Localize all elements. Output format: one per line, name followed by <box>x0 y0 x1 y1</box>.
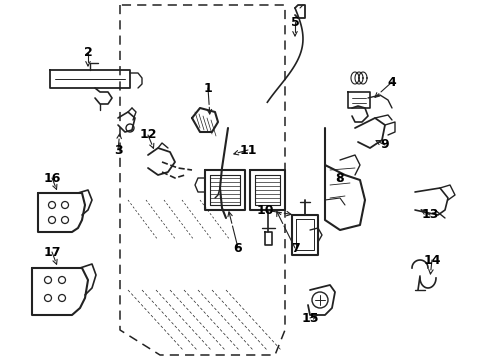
Text: 9: 9 <box>381 139 390 152</box>
Circle shape <box>62 202 69 208</box>
Circle shape <box>49 202 55 208</box>
Circle shape <box>62 216 69 224</box>
Text: 12: 12 <box>139 129 157 141</box>
Text: 7: 7 <box>291 242 299 255</box>
Text: 15: 15 <box>301 311 319 324</box>
Text: 3: 3 <box>114 144 122 157</box>
Circle shape <box>58 276 66 284</box>
Text: 4: 4 <box>388 76 396 89</box>
Circle shape <box>45 294 51 302</box>
Text: 10: 10 <box>256 203 274 216</box>
Text: 6: 6 <box>234 242 243 255</box>
Circle shape <box>126 124 134 132</box>
Text: 13: 13 <box>421 208 439 221</box>
Circle shape <box>312 292 328 308</box>
Text: 14: 14 <box>423 253 441 266</box>
Text: 5: 5 <box>291 15 299 28</box>
Text: 8: 8 <box>336 171 344 184</box>
Text: 1: 1 <box>204 81 212 94</box>
Circle shape <box>58 294 66 302</box>
Text: 16: 16 <box>43 171 61 184</box>
Text: 17: 17 <box>43 246 61 258</box>
Text: 11: 11 <box>239 144 257 157</box>
Circle shape <box>49 216 55 224</box>
Circle shape <box>45 276 51 284</box>
Text: 2: 2 <box>84 45 93 58</box>
